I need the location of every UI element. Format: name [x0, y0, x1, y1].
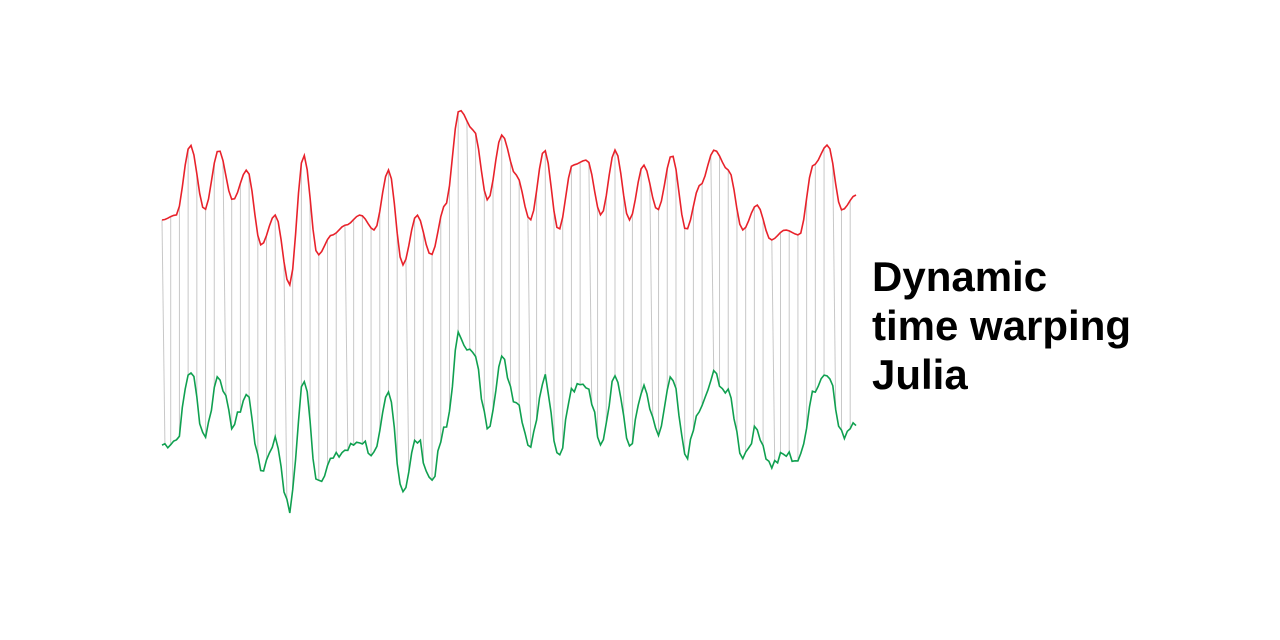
warp-link [466, 120, 471, 350]
warping-links [161, 111, 851, 500]
warp-link [832, 163, 837, 410]
warp-link [405, 259, 410, 472]
warp-link [588, 162, 593, 405]
title-line-3: Julia [872, 351, 968, 398]
warp-link [161, 219, 166, 444]
page-title: Dynamic time warping Julia [872, 252, 1131, 399]
title-line-2: time warping [872, 302, 1132, 349]
series-a-line [161, 109, 857, 288]
warp-link [527, 216, 532, 448]
series-b-line [161, 329, 857, 514]
warp-link [710, 155, 715, 371]
warp-link [771, 239, 776, 461]
title-line-1: Dynamic [872, 253, 1048, 300]
warp-link [283, 261, 288, 500]
warp-link [649, 183, 654, 418]
warp-link [344, 225, 349, 451]
warp-link [222, 160, 227, 396]
